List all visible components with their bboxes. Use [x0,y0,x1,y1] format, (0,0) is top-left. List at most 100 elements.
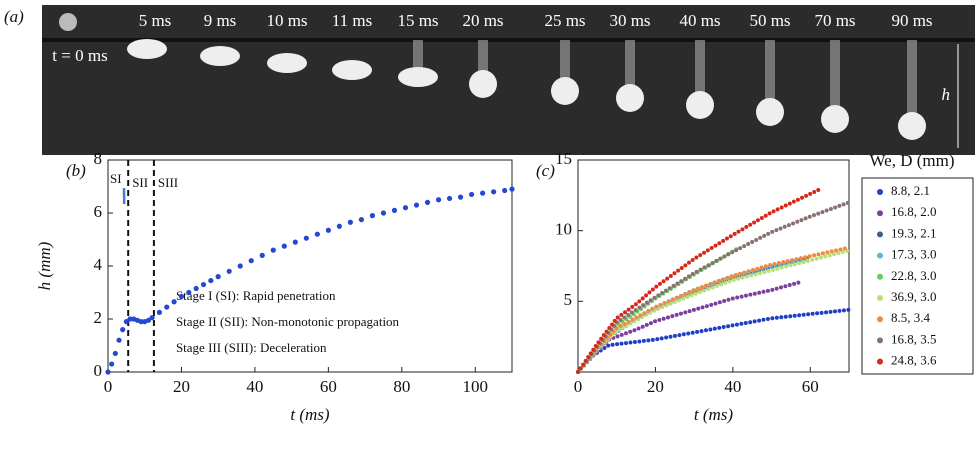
frame-label: 40 ms [679,11,720,30]
legend-marker [877,359,883,365]
x-tick-label: 60 [320,377,337,396]
series-line [578,250,849,372]
point [414,202,419,207]
point [238,263,243,268]
series-line [578,188,822,372]
point [381,210,386,215]
legend-label: 36.9, 3.0 [891,289,937,304]
cavity [756,98,784,126]
x-tick-label: 20 [173,377,190,396]
point [359,217,364,222]
point [447,196,452,201]
point [458,195,463,200]
plot-frame [578,160,849,372]
point [304,236,309,241]
point [436,197,441,202]
y-tick-label: 0 [94,361,103,380]
frame-label: 10 ms [266,11,307,30]
point [282,244,287,249]
legend-label: 16.8, 3.5 [891,331,937,346]
point [271,248,276,253]
frame-label: 20 ms [462,11,503,30]
point [208,278,213,283]
x-axis-label: t (ms) [290,405,330,424]
point [509,187,514,192]
cavity [551,77,579,105]
point [120,327,125,332]
legend-label: 8.5, 3.4 [891,310,931,325]
stage-label: SIII [158,175,178,190]
frame-label: 11 ms [332,11,372,30]
point [157,310,162,315]
legend-label: 22.8, 3.0 [891,268,937,283]
droplet [59,13,77,31]
point [164,304,169,309]
legend-marker [877,231,883,237]
point [113,351,118,356]
point [315,232,320,237]
cavity [200,46,240,66]
frame-label: 5 ms [139,11,172,30]
x-axis-label: t (ms) [694,405,734,424]
series-line [578,248,849,372]
point [370,213,375,218]
y-axis-label: h (mm) [35,241,54,290]
x-tick-label: 0 [104,377,113,396]
cavity [332,60,372,80]
legend-title: We, D (mm) [869,151,954,170]
legend-marker [877,274,883,280]
x-tick-label: 0 [574,377,583,396]
x-tick-label: 20 [647,377,664,396]
legend-marker [877,295,883,301]
cavity [616,84,644,112]
cavity [686,91,714,119]
frame-label: 15 ms [397,11,438,30]
point [109,361,114,366]
point [469,192,474,197]
point [337,224,342,229]
point [149,315,154,320]
point [425,200,430,205]
point [216,274,221,279]
frame-label: 50 ms [749,11,790,30]
y-tick-label: 15 [555,149,572,168]
frame-label: 30 ms [609,11,650,30]
point [179,294,184,299]
frame-label: 90 ms [891,11,932,30]
legend-marker [877,210,883,216]
legend-marker [877,253,883,259]
x-tick-label: 40 [246,377,263,396]
point [326,228,331,233]
point [480,191,485,196]
legend-label: 16.8, 2.0 [891,204,937,219]
legend-label: 17.3, 3.0 [891,247,937,262]
frame-label: 9 ms [204,11,237,30]
cavity [469,70,497,98]
legend-label: 24.8, 3.6 [891,353,937,368]
cavity [898,112,926,140]
legend-marker [877,316,883,322]
legend-label: 19.3, 2.1 [891,225,937,240]
y-tick-label: 10 [555,220,572,239]
point [194,286,199,291]
cavity [821,105,849,133]
frame-label: t = 0 ms [52,46,107,65]
point [105,369,110,374]
frame-label: 70 ms [814,11,855,30]
panel-label: (b) [66,161,86,180]
depth-label: h [942,85,951,104]
cavity [398,67,438,87]
panel-label: (c) [536,161,555,180]
point [348,220,353,225]
point [116,338,121,343]
y-tick-label: 6 [94,202,103,221]
legend-label: 8.8, 2.1 [891,183,930,198]
x-tick-label: 100 [463,377,489,396]
y-tick-label: 2 [94,308,103,327]
point [249,258,254,263]
cavity [127,39,167,59]
point [502,188,507,193]
stage-label: SI [110,171,122,186]
